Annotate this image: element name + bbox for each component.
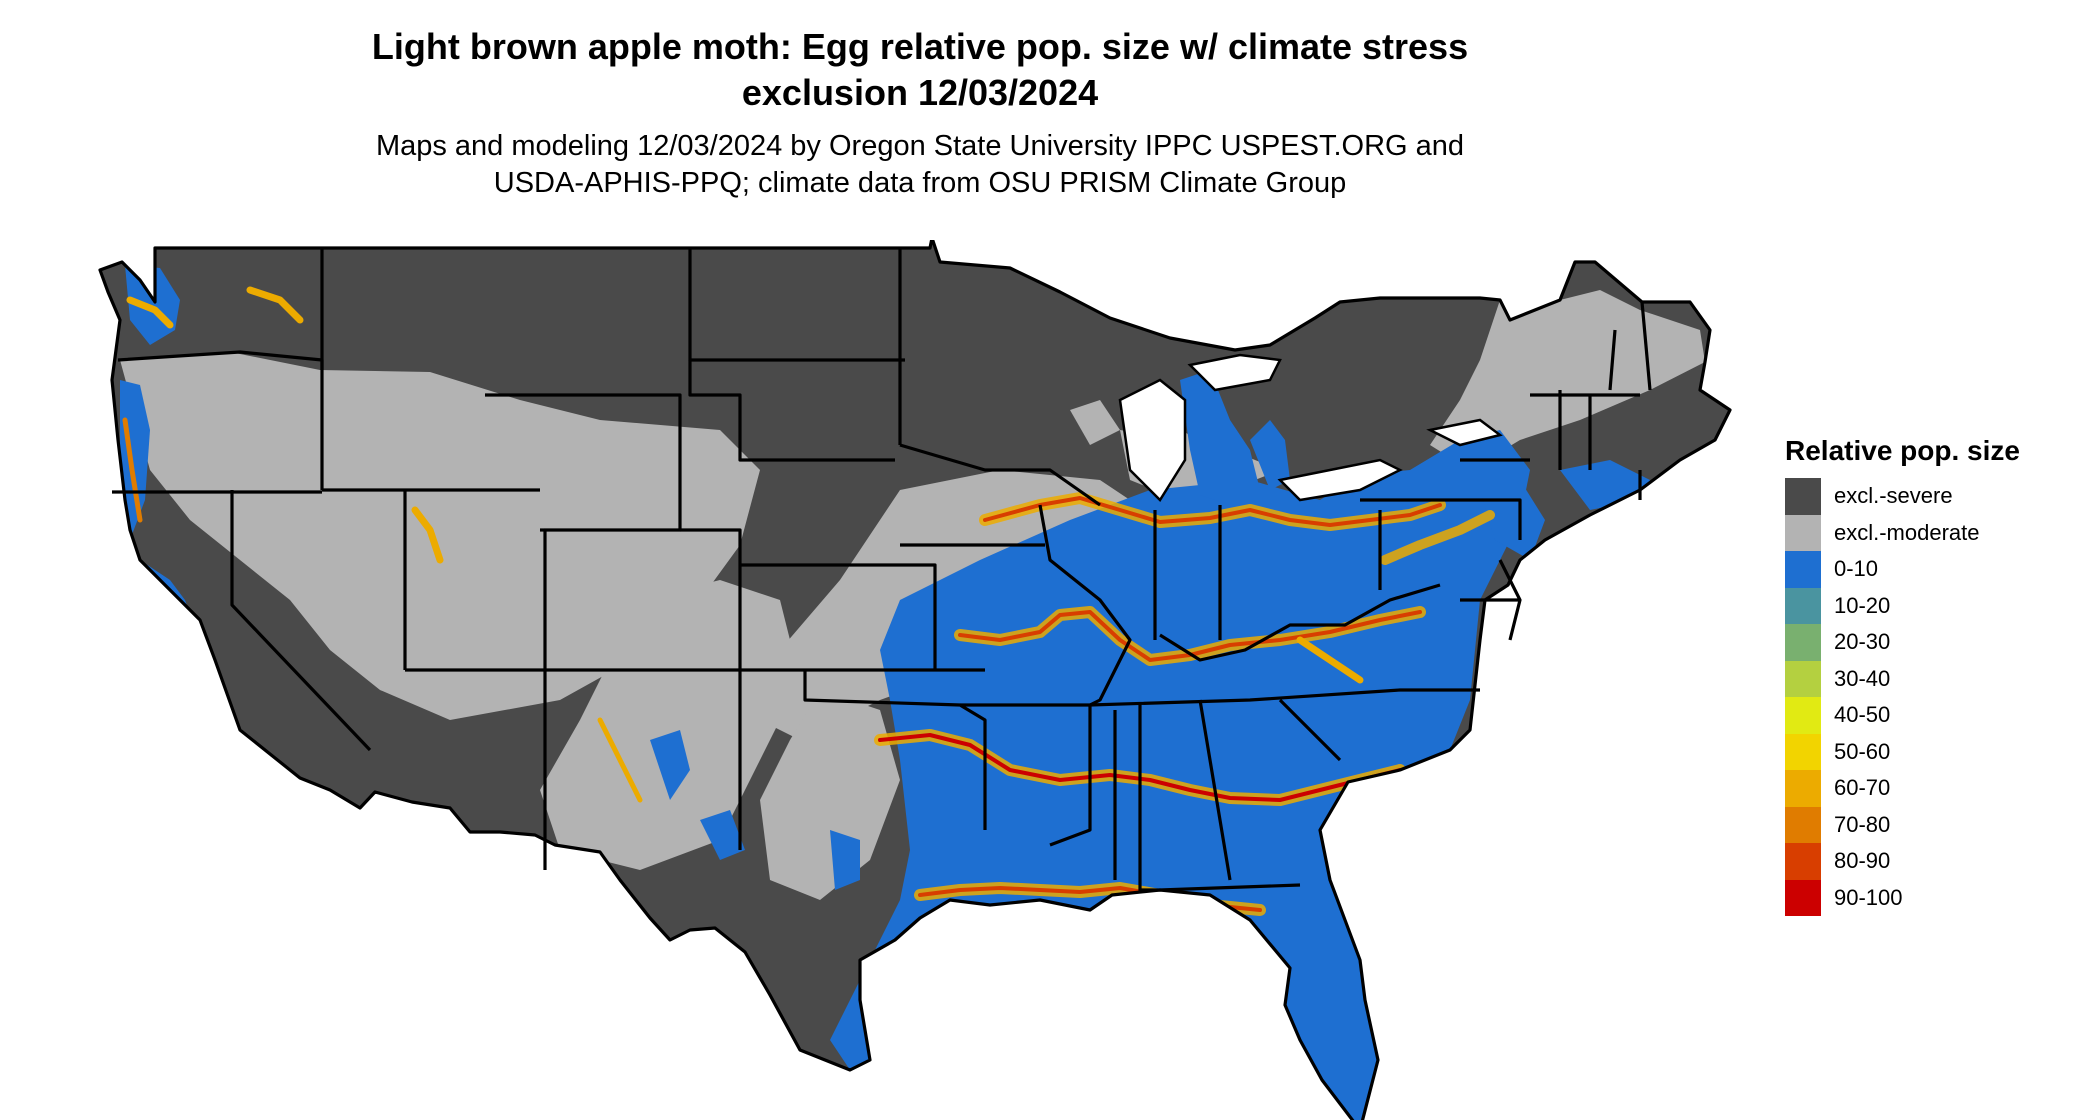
legend-label: 60-70: [1834, 775, 1891, 801]
state-borders: [98, 240, 1732, 1120]
legend-label: 40-50: [1834, 702, 1891, 728]
lake-ontario: [1426, 418, 1503, 447]
legend-item: 20-30: [1785, 624, 2085, 661]
legend-title: Relative pop. size: [1785, 435, 2020, 466]
legend-item: 40-50: [1785, 697, 2085, 734]
legend-swatch: [1785, 733, 1821, 770]
us-map: [98, 240, 1732, 1120]
lake-erie: [1277, 458, 1403, 502]
legend-label: 30-40: [1834, 665, 1891, 691]
legend-swatch: [1785, 514, 1821, 551]
legend-item: 90-100: [1785, 879, 2085, 916]
legend-swatch: [1785, 879, 1821, 916]
legend-item: 80-90: [1785, 843, 2085, 880]
legend-swatch: [1785, 697, 1821, 734]
legend-swatch: [1785, 660, 1821, 697]
map-title: Light brown apple moth: Egg relative pop…: [0, 24, 1840, 116]
legend-item: 10-20: [1785, 587, 2085, 624]
legend-label: excl.-severe: [1834, 483, 1953, 509]
legend-label: 50-60: [1834, 738, 1891, 764]
legend-items: excl.-severe excl.-moderate 0-10 10-20 20-30…: [1785, 478, 2085, 916]
legend-label: excl.-moderate: [1834, 519, 1980, 545]
map-subtitle-line-1: Maps and modeling 12/03/2024 by Oregon S…: [375, 130, 1465, 162]
lake-michigan: [1118, 378, 1187, 502]
legend-swatch: [1785, 587, 1821, 624]
legend-item: 50-60: [1785, 733, 2085, 770]
map-subtitle: Maps and modeling 12/03/2024 by Oregon S…: [0, 128, 1840, 202]
legend-item: excl.-moderate: [1785, 514, 2085, 551]
legend-item: excl.-severe: [1785, 478, 2085, 515]
legend-item: 60-70: [1785, 770, 2085, 807]
legend-swatch: [1785, 770, 1821, 807]
suitable-low-regions: [120, 265, 1650, 1120]
legend-label: 20-30: [1834, 629, 1891, 655]
map-title-line-2: exclusion 12/03/2024: [741, 72, 1099, 113]
lake-superior-edge: [1187, 353, 1282, 392]
legend-label: 80-90: [1834, 848, 1891, 874]
legend-swatch: [1785, 624, 1821, 661]
legend-swatch: [1785, 806, 1821, 843]
legend-label: 10-20: [1834, 592, 1891, 618]
great-lakes: [1118, 353, 1503, 502]
map-legend: Relative pop. size excl.-severe excl.-mod…: [1785, 434, 2085, 916]
legend-item: 30-40: [1785, 660, 2085, 697]
legend-label: 70-80: [1834, 811, 1891, 837]
legend-item: 0-10: [1785, 551, 2085, 588]
map-title-line-1: Light brown apple moth: Egg relative pop…: [371, 26, 1469, 67]
legend-label: 0-10: [1834, 556, 1879, 582]
legend-label: 90-100: [1834, 884, 1903, 910]
map-fill-layer: [100, 240, 1730, 1120]
legend-swatch: [1785, 843, 1821, 880]
map-subtitle-line-2: USDA-APHIS-PPQ; climate data from OSU PR…: [493, 167, 1347, 199]
legend-swatch: [1785, 551, 1821, 588]
legend-swatch: [1785, 478, 1821, 515]
legend-item: 70-80: [1785, 806, 2085, 843]
